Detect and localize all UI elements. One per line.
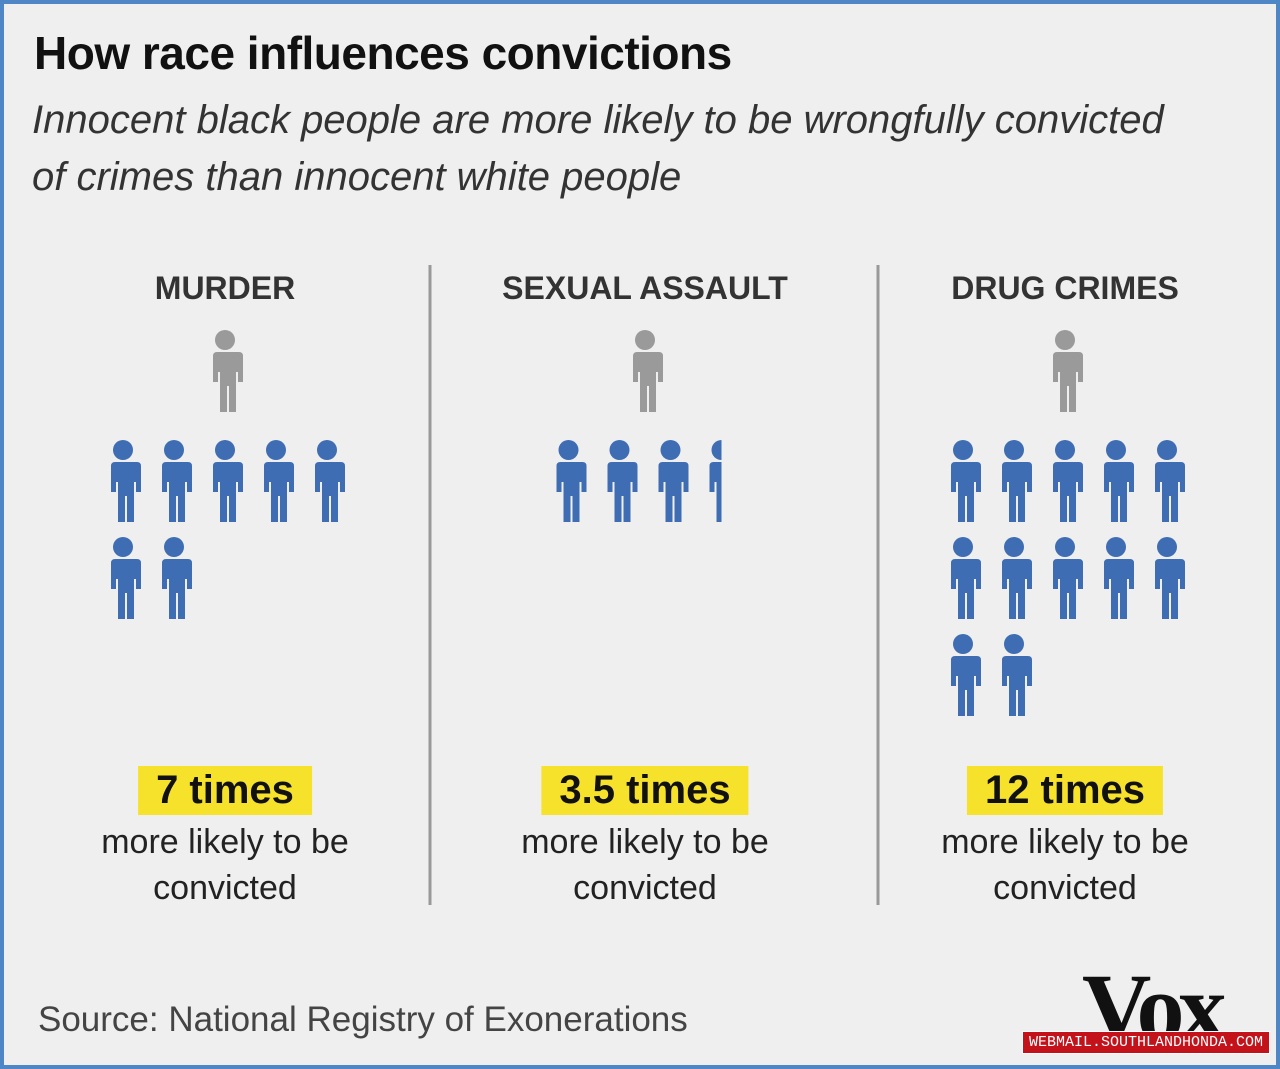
icon-head (164, 440, 184, 460)
icon-head (164, 537, 184, 557)
icon-head (1106, 440, 1126, 460)
icon-body (656, 462, 689, 522)
icon-head (953, 537, 973, 557)
icon-body (1102, 462, 1134, 522)
icon-head (1004, 440, 1024, 460)
caption: more likely to be convicted (101, 823, 349, 907)
watermark: WEBMAIL.SOUTHLANDHONDA.COM (1022, 1031, 1271, 1054)
icon-body (1000, 462, 1032, 522)
value-label: 12 times (966, 766, 1164, 815)
icon-body (109, 462, 141, 522)
icon-head (1157, 537, 1177, 557)
icon-head (266, 440, 286, 460)
icon-head (1055, 330, 1075, 350)
pictograph (109, 265, 1185, 905)
icon-head (609, 440, 630, 460)
person-icon (109, 537, 141, 619)
person-icon (656, 440, 689, 522)
person-icon (1051, 440, 1083, 522)
title: How race influences convictions (34, 27, 732, 79)
person-icon (554, 440, 587, 522)
icon-head (215, 330, 235, 350)
icon-head (215, 440, 235, 460)
person-icon (211, 440, 243, 522)
icon-body (211, 462, 243, 522)
icon-head (1004, 537, 1024, 557)
icon-body (262, 462, 294, 522)
person-icon (313, 440, 345, 522)
person-icon (707, 440, 722, 522)
icon-head (953, 440, 973, 460)
person-icon (1000, 440, 1032, 522)
value-label: 3.5 times (541, 766, 749, 815)
icon-body (1051, 462, 1083, 522)
value-label: 7 times (138, 766, 312, 815)
icon-body (949, 462, 981, 522)
icon-body (949, 656, 981, 716)
icon-head (635, 330, 655, 350)
icon-head (1055, 537, 1075, 557)
icon-body (160, 462, 192, 522)
person-icon (262, 440, 294, 522)
icon-body (1051, 559, 1083, 619)
icon-body (160, 559, 192, 619)
icon-head (1055, 440, 1075, 460)
person-icon (160, 537, 192, 619)
person-icon (1102, 440, 1134, 522)
icon-body (631, 352, 663, 412)
icon-body (109, 559, 141, 619)
person-icon (949, 440, 981, 522)
subtitle: Innocent black people are more likely to… (32, 98, 1164, 199)
category-label: DRUG CRIMES (951, 270, 1179, 306)
icon-body (1000, 559, 1032, 619)
icon-body (1051, 352, 1083, 412)
icon-body (605, 462, 638, 522)
icon-head (113, 537, 133, 557)
person-icon (605, 440, 638, 522)
icon-head (711, 440, 722, 460)
person-icon (109, 440, 141, 522)
caption: more likely to be convicted (941, 823, 1189, 907)
icon-head (1157, 440, 1177, 460)
icon-body (313, 462, 345, 522)
icon-head (113, 440, 133, 460)
icon-head (953, 634, 973, 654)
icon-body (211, 352, 243, 412)
icon-head (660, 440, 681, 460)
category-label: MURDER (154, 270, 296, 306)
icon-head (1004, 634, 1024, 654)
icon-head (317, 440, 337, 460)
person-icon (1000, 634, 1032, 716)
icon-body (554, 462, 587, 522)
person-icon (949, 634, 981, 716)
person-icon (1153, 440, 1185, 522)
person-icon (1102, 537, 1134, 619)
caption: more likely to be convicted (521, 823, 769, 907)
icon-head (558, 440, 579, 460)
icon-head (1106, 537, 1126, 557)
icon-body (1102, 559, 1134, 619)
person-icon (949, 537, 981, 619)
icon-body (949, 559, 981, 619)
person-icon (1051, 537, 1083, 619)
icon-body (1153, 559, 1185, 619)
icon-body (1000, 656, 1032, 716)
icon-body (707, 462, 722, 522)
person-icon (1153, 537, 1185, 619)
source: Source: National Registry of Exoneration… (38, 1000, 688, 1039)
category-label: SEXUAL ASSAULT (502, 270, 788, 306)
person-icon (1000, 537, 1032, 619)
icon-body (1153, 462, 1185, 522)
person-icon (160, 440, 192, 522)
